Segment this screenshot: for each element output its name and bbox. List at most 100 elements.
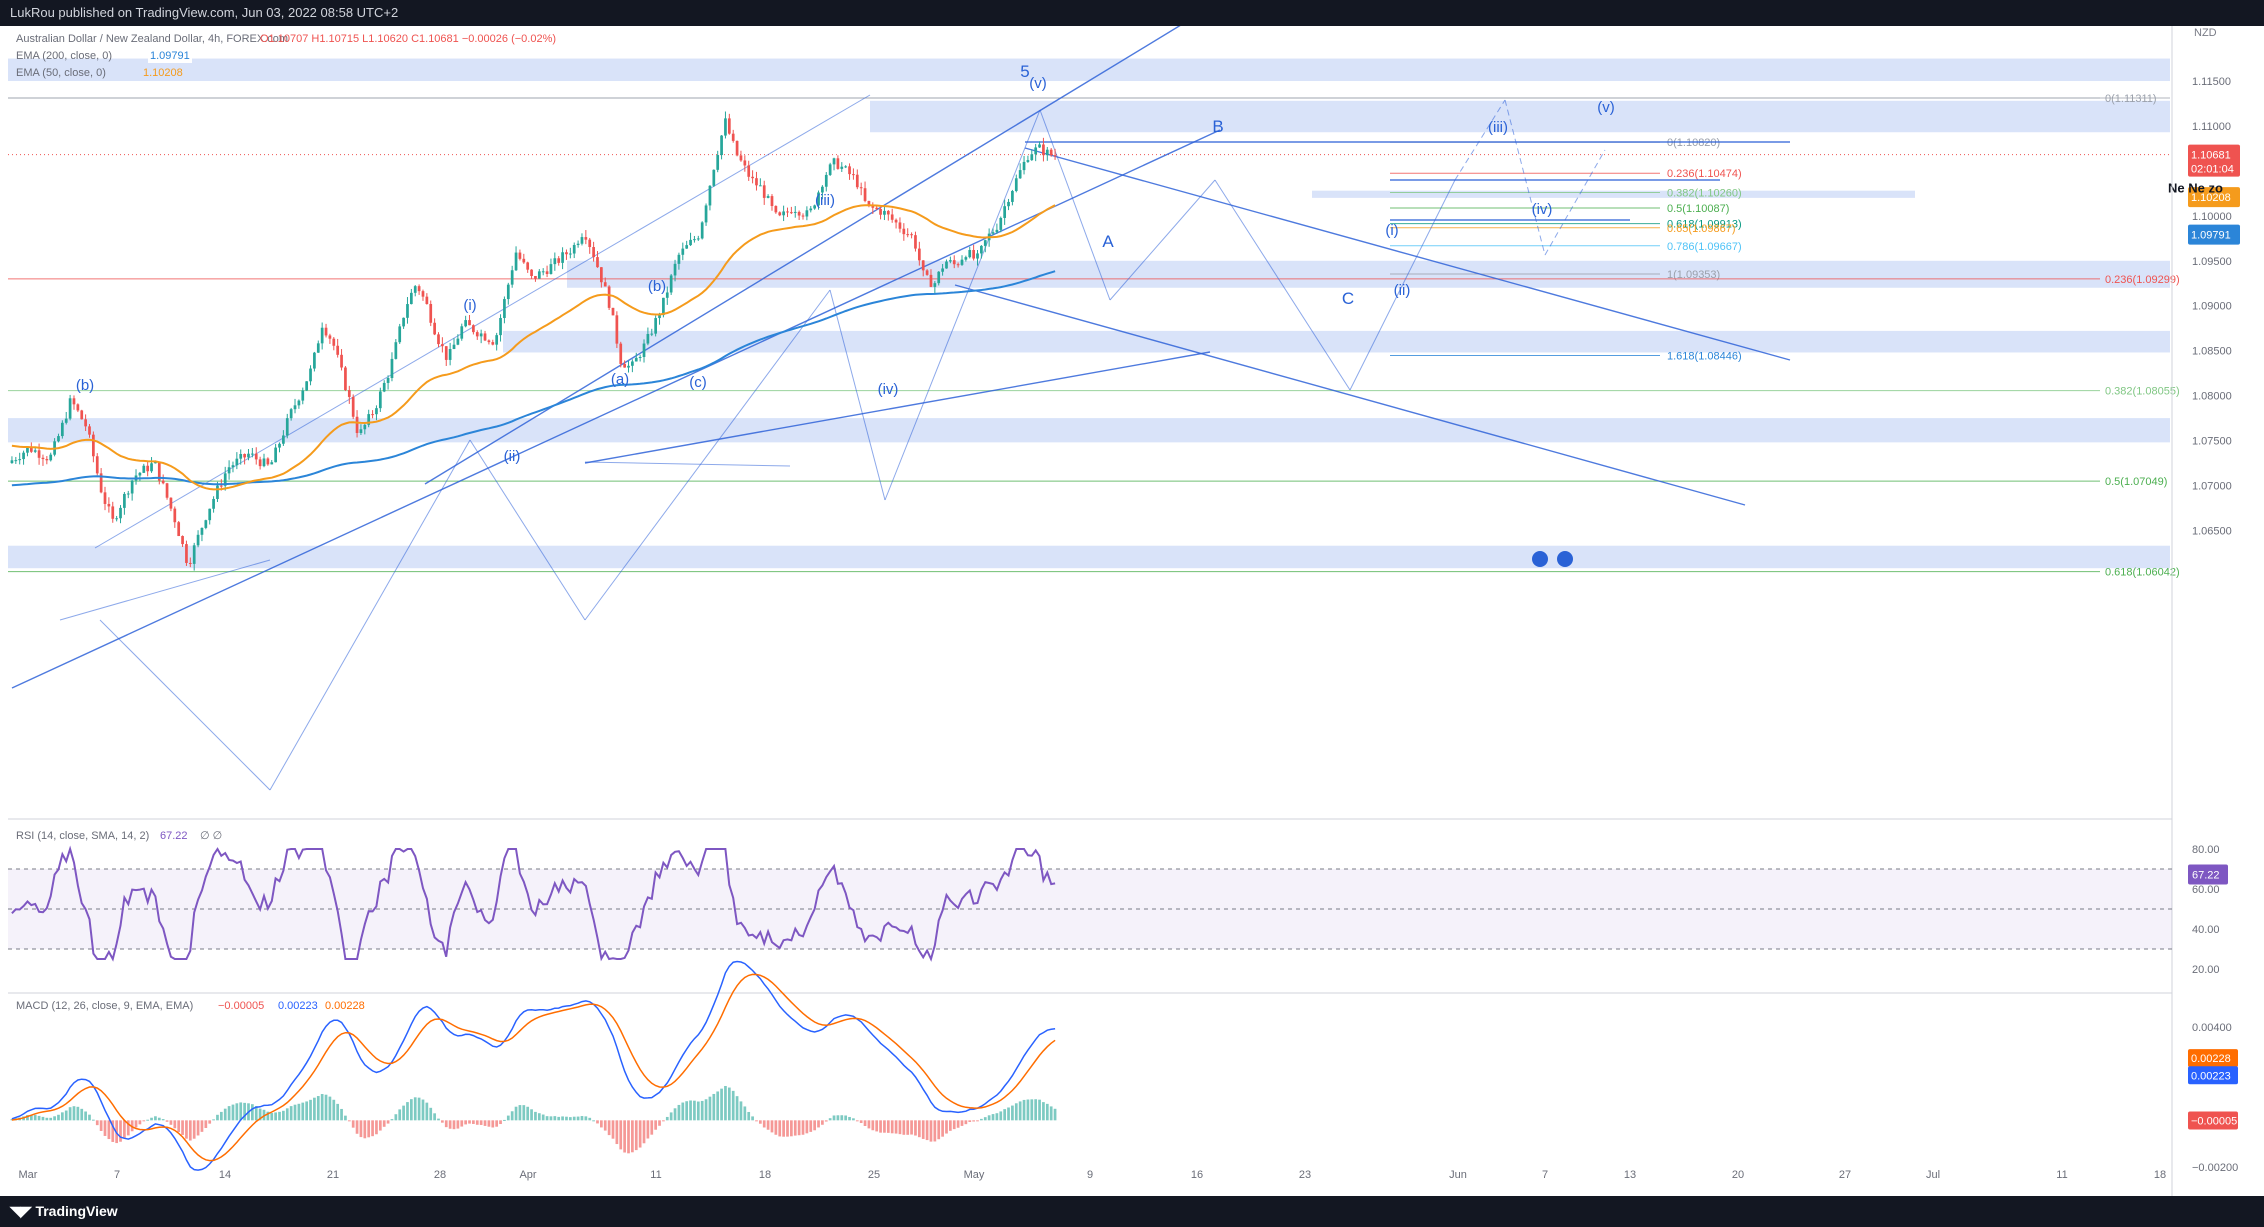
fib-label-7: 0.786(1.09667) <box>1667 241 1742 253</box>
candle-body <box>778 212 782 216</box>
macd-hist-bar <box>1049 1106 1053 1121</box>
candle-body <box>1003 206 1007 218</box>
candle-body <box>894 219 898 223</box>
candle-body <box>716 155 720 170</box>
candle-259 <box>1014 174 1018 193</box>
candle-178 <box>700 221 704 240</box>
candle-217 <box>852 168 855 180</box>
ema50-label: EMA (50, close, 0) <box>16 67 106 79</box>
macd-hist-bar <box>898 1120 902 1135</box>
trend-line-15 <box>829 289 886 501</box>
candle-140 <box>553 252 557 271</box>
candle-body <box>181 536 184 545</box>
macd-hist-bar <box>518 1105 522 1121</box>
candle-173 <box>681 242 685 261</box>
candle-body <box>26 447 29 453</box>
candle-152 <box>600 267 603 288</box>
candle-251 <box>983 239 987 253</box>
trend-line-10 <box>59 559 271 621</box>
macd-hist-bar <box>134 1120 138 1128</box>
macd-hist-bar <box>503 1119 506 1121</box>
macd-hist-bar <box>68 1107 72 1121</box>
candle-197 <box>774 205 778 214</box>
time-tick: Jun <box>1449 1169 1467 1181</box>
currency-label: NZD <box>2194 27 2217 39</box>
macd-hist-bar <box>584 1116 588 1121</box>
trend-line-14 <box>584 289 831 621</box>
candle-97 <box>386 375 390 390</box>
candle-146 <box>576 240 580 248</box>
candle-160 <box>631 359 634 373</box>
macd-hist-bar <box>731 1090 735 1121</box>
candle-175 <box>689 232 692 246</box>
candle-180 <box>708 185 712 211</box>
candle-body <box>433 322 436 335</box>
macd-hist-bar <box>274 1112 277 1121</box>
candle-92 <box>367 409 371 428</box>
candle-255 <box>999 216 1003 233</box>
macd-hist-bar <box>460 1120 464 1127</box>
candle-body <box>801 215 805 217</box>
macd-hist-bar <box>390 1119 394 1121</box>
time-tick: 18 <box>2154 1169 2166 1181</box>
candle-189 <box>743 155 747 172</box>
macd-hist-bar <box>902 1120 906 1135</box>
candle-body <box>437 334 440 345</box>
macd-hist-bar <box>937 1120 941 1140</box>
fib-label-0: 0(1.11311) <box>2105 93 2157 105</box>
macd-hist-bar <box>716 1091 720 1121</box>
candle-body <box>600 267 603 283</box>
time-tick: Jul <box>1926 1169 1940 1181</box>
wave-label-6: (iii) <box>815 192 835 209</box>
price-tag-bg <box>2188 144 2240 177</box>
macd-hist-bar <box>468 1120 471 1124</box>
macd-hist-bar <box>770 1120 774 1133</box>
candle-body <box>285 418 289 436</box>
candle-body <box>983 240 987 246</box>
macd-hist-bar <box>956 1120 960 1128</box>
wave-label-13: (i) <box>1385 222 1398 239</box>
candle-260 <box>1018 163 1022 179</box>
candle-158 <box>623 360 626 368</box>
trend-line-13 <box>469 439 586 621</box>
candle-body <box>18 459 22 461</box>
macd-hist-bar <box>316 1096 320 1121</box>
candle-body <box>859 187 863 189</box>
candle-body <box>650 333 654 335</box>
macd-hist-bar <box>689 1100 692 1121</box>
trend-line-18 <box>1109 179 1216 301</box>
macd-hist-bar <box>537 1113 541 1121</box>
candle-body <box>805 210 809 217</box>
macd-hist-bar <box>185 1120 188 1139</box>
candle-body <box>88 426 91 435</box>
macd-hist-bar <box>968 1120 972 1122</box>
candle-265 <box>1038 141 1041 148</box>
candle-body <box>185 544 188 563</box>
candle-176 <box>693 235 696 243</box>
macd-tag: −0.00005 <box>2191 1116 2237 1128</box>
trend-line-4 <box>1024 147 1791 361</box>
rsi-label: RSI (14, close, SMA, 14, 2) <box>16 830 149 842</box>
candle-body <box>770 196 774 206</box>
candle-174 <box>685 240 689 249</box>
macd-hist-bar <box>406 1102 409 1121</box>
candle-154 <box>607 285 611 310</box>
candle-body <box>274 447 277 463</box>
candle-268 <box>1049 148 1053 157</box>
candle-137 <box>541 268 545 276</box>
macd-hist-bar <box>33 1114 37 1121</box>
candle-41 <box>169 497 173 512</box>
candle-body <box>642 343 646 357</box>
candle-135 <box>534 275 537 282</box>
macd-hist-bar <box>949 1120 952 1131</box>
candle-269 <box>1053 148 1057 160</box>
candle-body <box>999 217 1003 230</box>
candle-body <box>941 268 944 272</box>
ema50-value: 1.10208 <box>143 67 183 79</box>
candle-234 <box>917 241 921 266</box>
macd-hist-bar <box>910 1120 913 1135</box>
zone-2 <box>567 260 2170 288</box>
candle-body <box>731 133 735 141</box>
candle-218 <box>855 169 859 190</box>
candle-body <box>840 166 844 169</box>
